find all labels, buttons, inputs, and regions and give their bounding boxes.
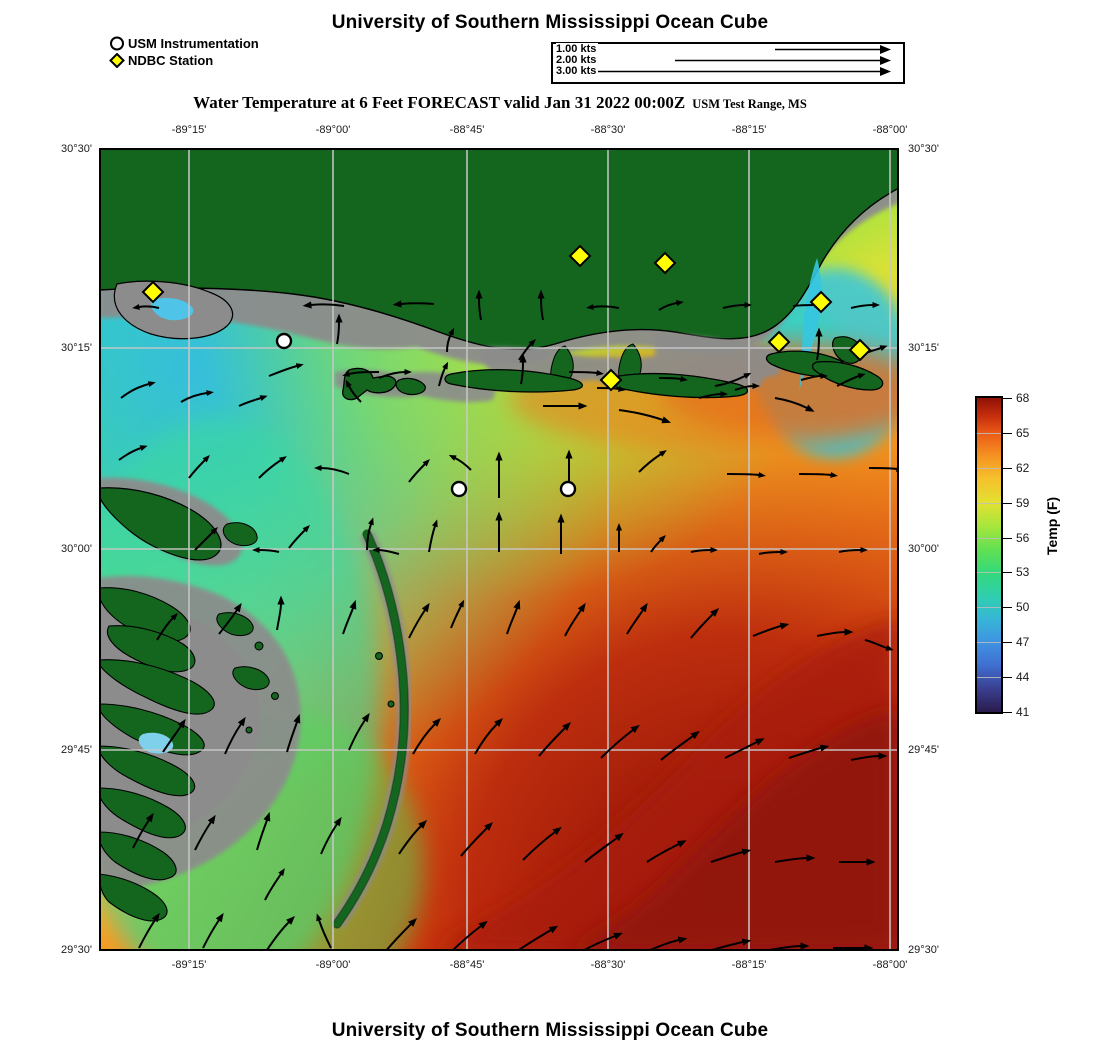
x-axis-label-top: -89°15' — [171, 124, 207, 136]
legend-item-ndbc: NDBC Station — [108, 52, 338, 69]
vector-scale-label-1: 1.00 kts — [556, 43, 599, 55]
colorbar-tick — [1003, 432, 1012, 434]
station-markers-layer[interactable] — [141, 244, 872, 498]
ndbc-station-marker[interactable] — [848, 338, 872, 362]
x-axis-label-bottom: -88°45' — [449, 959, 485, 971]
colorbar-tick — [1003, 572, 1012, 574]
colorbar-tick — [1003, 537, 1012, 539]
current-vector-scale: 1.00 kts 2.00 kts 3.00 kts — [551, 42, 905, 84]
forecast-map[interactable] — [99, 148, 899, 951]
y-axis-label-left: 30°30' — [61, 143, 92, 155]
colorbar-gradient — [975, 396, 1003, 714]
chandeleur-islands — [330, 529, 412, 929]
ndbc-station-marker[interactable] — [653, 251, 677, 275]
colorbar-gridline — [977, 537, 1001, 539]
ndbc-station-marker[interactable] — [599, 368, 623, 392]
colorbar-tick — [1003, 398, 1012, 399]
colorbar-gridline — [977, 607, 1001, 609]
ndbc-station-marker[interactable] — [141, 280, 165, 304]
colorbar-title: Temp (F) — [1044, 496, 1060, 555]
x-axis-label-top: -88°00' — [872, 124, 908, 136]
y-axis-label-right: 29°30' — [908, 944, 939, 956]
colorbar-tick — [1003, 502, 1012, 504]
x-axis-label-top: -88°45' — [449, 124, 485, 136]
y-axis-label-right: 29°45' — [908, 744, 939, 756]
land-layer — [99, 148, 899, 929]
current-vectors-layer — [118, 289, 899, 951]
colorbar-tick-label: 44 — [1016, 670, 1030, 685]
legend-label-ndbc: NDBC Station — [128, 53, 214, 68]
colorbar-gridline — [977, 502, 1001, 504]
vector-scale-row-1: 1.00 kts — [553, 43, 903, 56]
colorbar-tick-label: 68 — [1016, 391, 1030, 405]
colorbar-gridline — [977, 467, 1001, 469]
temperature-colorbar[interactable]: 68 65 62 59 56 53 50 47 44 41 — [975, 391, 1029, 719]
colorbar-tick-label: 41 — [1016, 705, 1030, 719]
circle-marker-icon — [108, 36, 128, 51]
forecast-subtitle: Water Temperature at 6 Feet FORECAST val… — [0, 93, 1000, 113]
x-axis-label-top: -88°30' — [590, 124, 626, 136]
ndbc-station-marker[interactable] — [809, 290, 833, 314]
colorbar-tick-label: 56 — [1016, 530, 1030, 545]
colorbar-tick-label: 50 — [1016, 600, 1030, 615]
colorbar-gridline — [977, 677, 1001, 679]
colorbar-tick-label: 53 — [1016, 565, 1030, 580]
vector-scale-label-2: 2.00 kts — [556, 54, 599, 66]
usm-instrumentation-marker[interactable] — [450, 480, 468, 498]
usm-instrumentation-marker[interactable] — [275, 332, 293, 350]
colorbar-tick-label: 62 — [1016, 460, 1030, 475]
forecast-subtitle-region: USM Test Range, MS — [692, 97, 807, 111]
x-axis-label-top: -88°15' — [731, 124, 767, 136]
colorbar-tick-label: 65 — [1016, 425, 1030, 440]
x-axis-label-bottom: -89°00' — [315, 959, 351, 971]
colorbar-gridline — [977, 432, 1001, 434]
y-axis-label-right: 30°30' — [908, 143, 939, 155]
colorbar-tick-label: 47 — [1016, 635, 1030, 650]
legend-item-usm: USM Instrumentation — [108, 36, 338, 51]
colorbar-tick — [1003, 677, 1012, 679]
y-axis-label-left: 30°00' — [61, 543, 92, 555]
x-axis-label-bottom: -88°15' — [731, 959, 767, 971]
map-legend: USM Instrumentation NDBC Station — [108, 36, 338, 70]
colorbar-tick — [1003, 642, 1012, 644]
y-axis-label-left: 29°45' — [61, 744, 92, 756]
colorbar-tick — [1003, 712, 1012, 713]
nw-bay — [113, 280, 233, 340]
vector-scale-row-2: 2.00 kts — [553, 54, 903, 67]
legend-label-usm: USM Instrumentation — [128, 36, 259, 51]
y-axis-label-left: 30°15' — [61, 342, 92, 354]
page-title: University of Southern Mississippi Ocean… — [331, 12, 769, 33]
diamond-marker-icon — [108, 52, 128, 69]
x-axis-label-bottom: -88°00' — [872, 959, 908, 971]
ndbc-station-marker[interactable] — [767, 330, 791, 354]
colorbar-tick-label: 59 — [1016, 495, 1030, 510]
colorbar-tick — [1003, 467, 1012, 469]
x-axis-label-bottom: -88°30' — [590, 959, 626, 971]
y-axis-label-left: 29°30' — [61, 944, 92, 956]
x-axis-label-bottom: -89°15' — [171, 959, 207, 971]
footer-title: University of Southern Mississippi Ocean… — [331, 1020, 769, 1041]
y-axis-label-right: 30°00' — [908, 543, 939, 555]
vector-scale-label-3: 3.00 kts — [556, 65, 599, 77]
colorbar-tick — [1003, 607, 1012, 609]
x-axis-label-top: -89°00' — [315, 124, 351, 136]
colorbar-gridline — [977, 572, 1001, 574]
ndbc-station-marker[interactable] — [568, 244, 592, 268]
colorbar-gridline — [977, 642, 1001, 644]
forecast-subtitle-main: Water Temperature at 6 Feet FORECAST val… — [193, 93, 686, 112]
map-canvas[interactable] — [99, 148, 899, 951]
y-axis-label-right: 30°15' — [908, 342, 939, 354]
barrier-islands — [335, 336, 884, 403]
vector-scale-row-3: 3.00 kts — [553, 65, 903, 78]
usm-instrumentation-marker[interactable] — [559, 480, 577, 498]
